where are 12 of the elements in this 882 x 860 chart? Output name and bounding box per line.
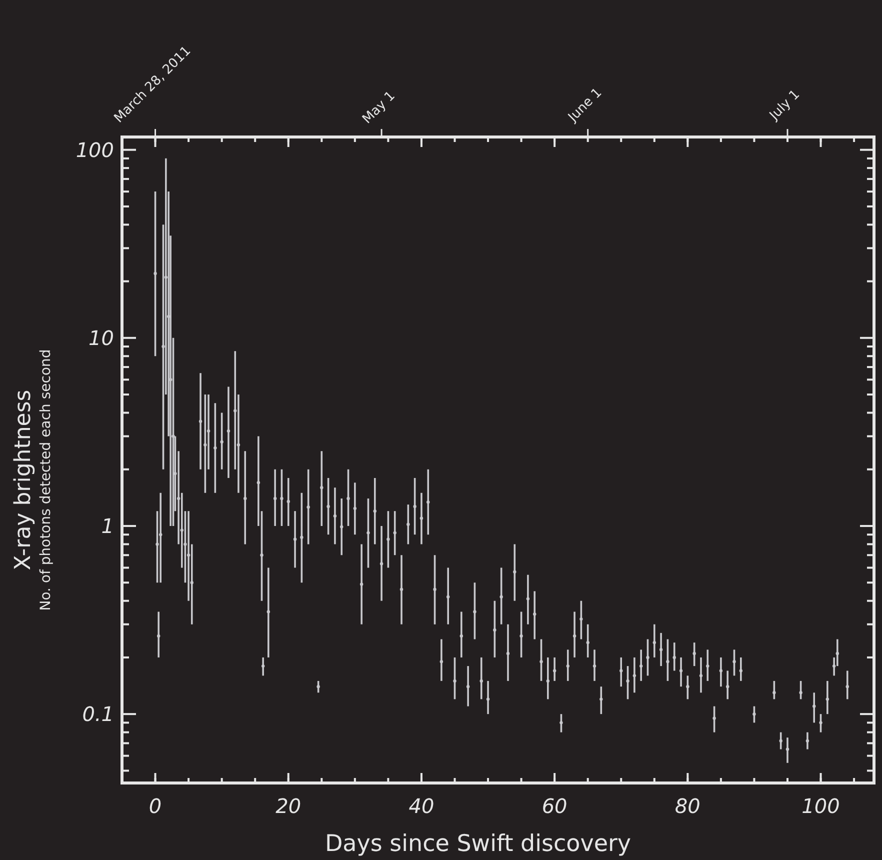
x-tick-label: 80 bbox=[674, 794, 700, 818]
x-tick-label: 0 bbox=[148, 794, 162, 818]
x-tick-label: 100 bbox=[802, 794, 840, 818]
y-tick-label: 0.1 bbox=[82, 702, 114, 726]
x-tick-label: 20 bbox=[276, 794, 302, 818]
x-axis-title: Days since Swift discovery bbox=[324, 831, 632, 857]
x-tick-label: 40 bbox=[408, 794, 434, 818]
y-axis-title: X-ray brightness No. of photons detected each second bbox=[11, 349, 54, 611]
x-tick-label: 60 bbox=[542, 794, 568, 818]
y-tick-label: 100 bbox=[76, 138, 114, 162]
y-tick-label: 1 bbox=[101, 514, 114, 538]
y-tick-label: 10 bbox=[88, 326, 114, 350]
